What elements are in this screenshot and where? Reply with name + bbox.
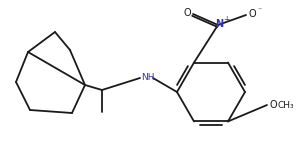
Text: O: O xyxy=(183,8,191,18)
Text: O: O xyxy=(269,100,277,110)
Text: +: + xyxy=(223,15,229,24)
Text: NH: NH xyxy=(141,73,155,82)
Text: O: O xyxy=(248,9,256,19)
Text: N: N xyxy=(215,19,223,29)
Text: ⁻: ⁻ xyxy=(257,6,261,15)
Text: CH₃: CH₃ xyxy=(277,100,294,109)
